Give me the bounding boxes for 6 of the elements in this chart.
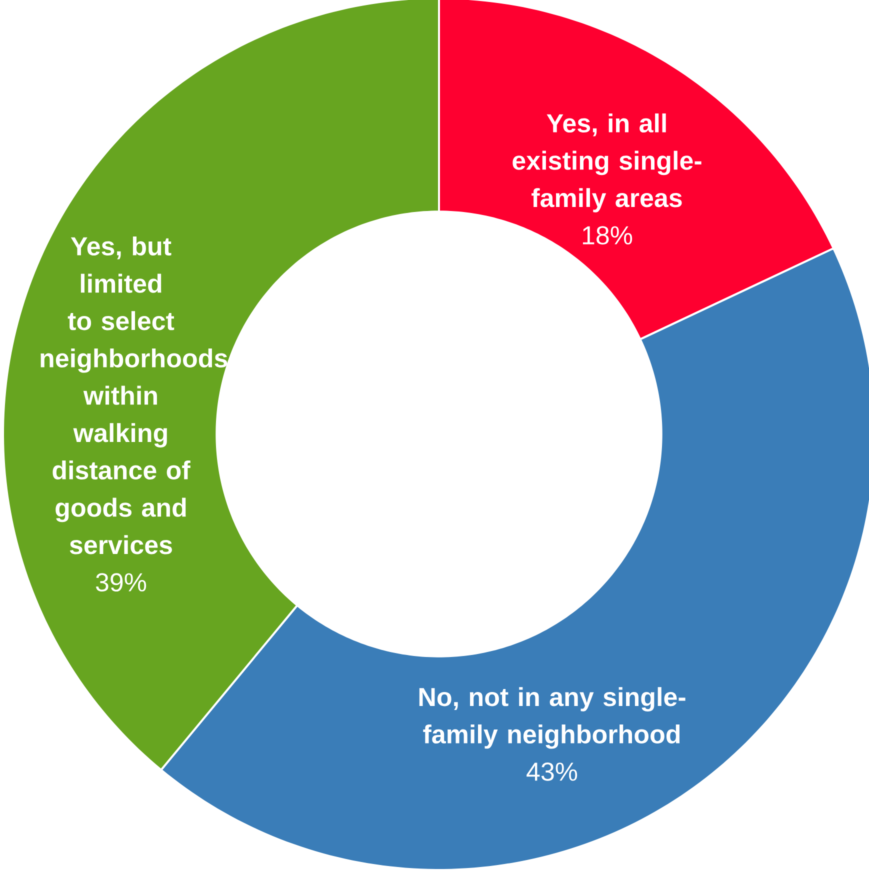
slice-label: Yes, in all existing single-family areas (512, 113, 702, 212)
data-label: 39% (96, 573, 146, 592)
data-label: 43% (526, 762, 578, 781)
slice-label: No, not in any single-family neighborhood (419, 687, 686, 749)
data-label: 18% (582, 226, 632, 245)
category-label: Yes, but limited to select neighborhoods within walking distance of goods and services (40, 236, 228, 554)
